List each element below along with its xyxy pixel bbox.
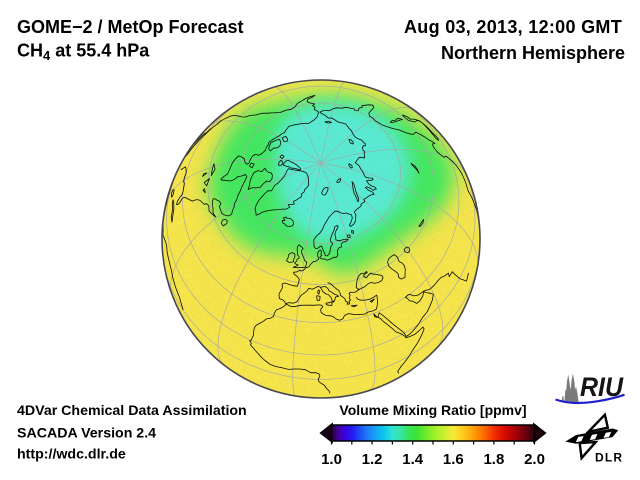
svg-text:CH4 at 55.4 hPa: CH4 at 55.4 hPa [17, 41, 150, 64]
svg-text:Volume Mixing Ratio [ppmv]: Volume Mixing Ratio [ppmv] [339, 402, 526, 418]
svg-text:1.8: 1.8 [483, 451, 504, 468]
svg-text:GOME−2 / MetOp Forecast: GOME−2 / MetOp Forecast [17, 17, 244, 37]
svg-text:1.2: 1.2 [362, 451, 383, 468]
svg-text:Aug 03, 2013, 12:00 GMT: Aug 03, 2013, 12:00 GMT [404, 17, 622, 37]
svg-text:1.6: 1.6 [443, 451, 464, 468]
svg-text:1.4: 1.4 [402, 451, 424, 468]
svg-text:2.0: 2.0 [524, 451, 545, 468]
svg-text:4DVar Chemical Data Assimilati: 4DVar Chemical Data Assimilation [17, 403, 247, 419]
svg-text:http://wdc.dlr.de: http://wdc.dlr.de [17, 447, 126, 463]
svg-text:DLR: DLR [595, 451, 623, 465]
svg-text:SACADA Version 2.4: SACADA Version 2.4 [17, 426, 156, 442]
svg-text:Northern Hemisphere: Northern Hemisphere [441, 43, 625, 63]
svg-text:1.0: 1.0 [321, 451, 342, 468]
